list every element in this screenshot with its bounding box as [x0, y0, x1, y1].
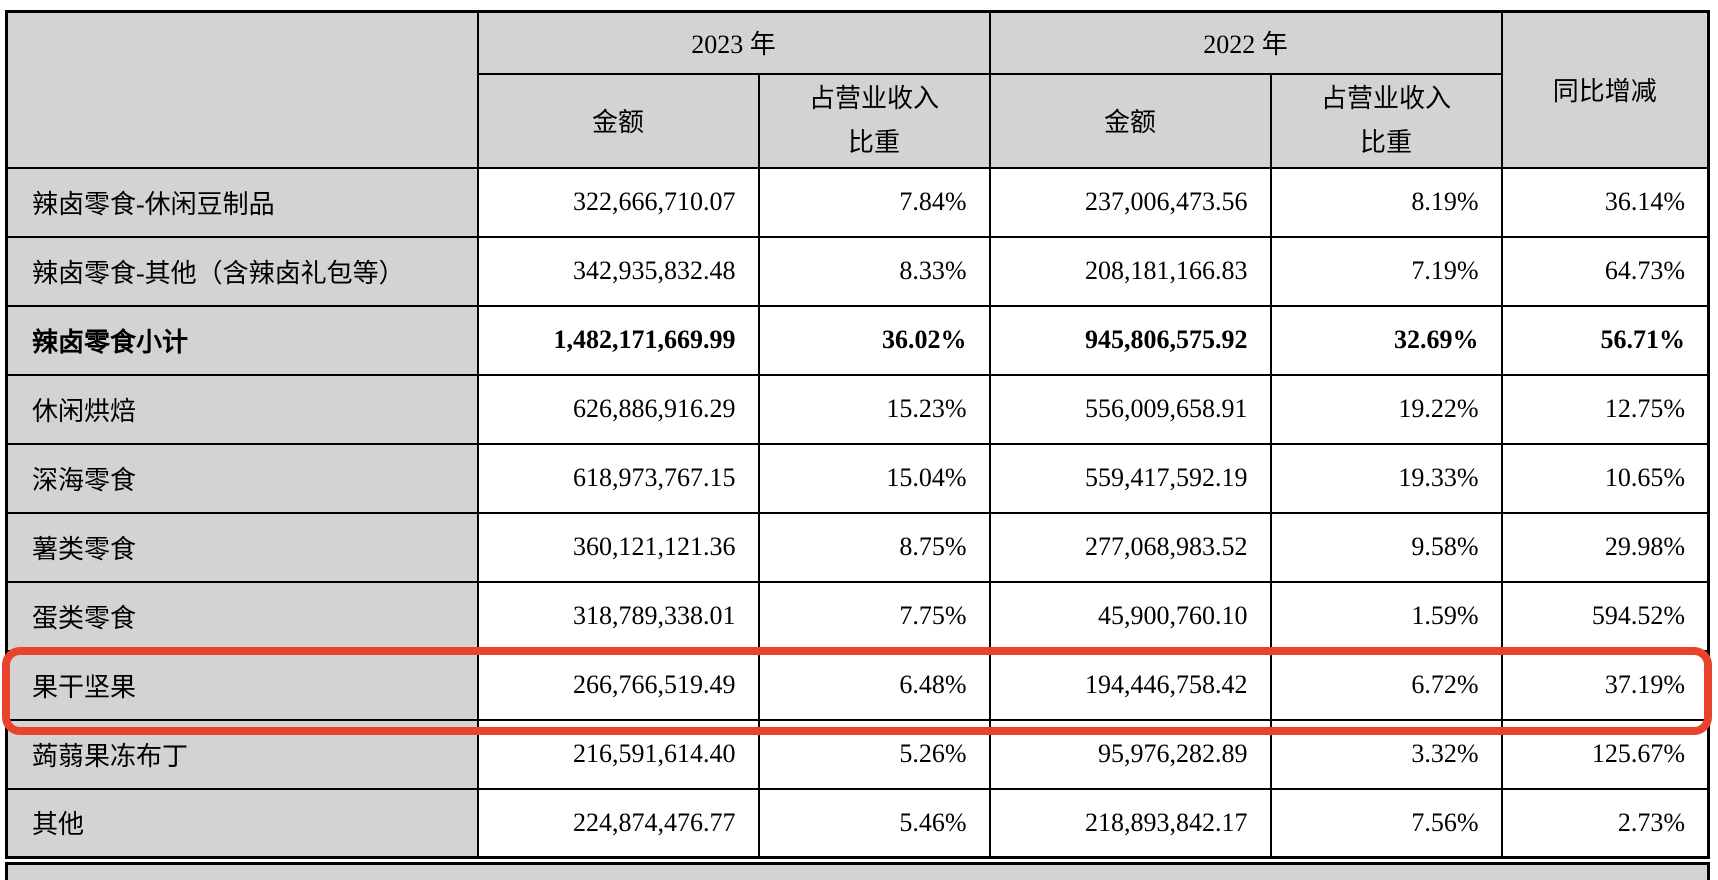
- amount-2022-cell: 237,006,473.56: [988, 166, 1272, 238]
- yoy-cell: 10.65%: [1500, 442, 1710, 514]
- amount-2023-header: 金额: [476, 72, 760, 169]
- row-label: 辣卤零食-其他（含辣卤礼包等）: [5, 235, 479, 307]
- amount-2023-cell: 322,666,710.07: [476, 166, 760, 238]
- row-label: 辣卤零食小计: [5, 304, 479, 376]
- revenue-table: 2023 年 2022 年 同比增减 金额 占营业收入 比重 金额 占营业收入 …: [5, 10, 1711, 859]
- table-row: 蒟蒻果冻布丁 216,591,614.40 5.26% 95,976,282.8…: [5, 718, 1710, 790]
- row-label: 其他: [5, 787, 479, 859]
- ratio-2022-cell: 7.56%: [1269, 787, 1503, 859]
- ratio-2023-cell: 7.75%: [757, 580, 991, 652]
- table-row: 辣卤零食-休闲豆制品 322,666,710.07 7.84% 237,006,…: [5, 166, 1710, 238]
- ratio-2022-cell: 6.72%: [1269, 649, 1503, 721]
- yoy-cell: 64.73%: [1500, 235, 1710, 307]
- amount-2023-cell: 318,789,338.01: [476, 580, 760, 652]
- yoy-header: 同比增减: [1500, 10, 1710, 169]
- amount-2023-cell: 224,874,476.77: [476, 787, 760, 859]
- year-2023-header: 2023 年: [476, 10, 991, 75]
- ratio-2023-cell: 15.04%: [757, 442, 991, 514]
- amount-2023-cell: 342,935,832.48: [476, 235, 760, 307]
- amount-2023-cell: 266,766,519.49: [476, 649, 760, 721]
- ratio-2023-cell: 8.33%: [757, 235, 991, 307]
- amount-2022-cell: 45,900,760.10: [988, 580, 1272, 652]
- table-row: 薯类零食 360,121,121.36 8.75% 277,068,983.52…: [5, 511, 1710, 583]
- ratio-2023-line1: 占营业收入: [809, 83, 940, 113]
- row-label: 果干坚果: [5, 649, 479, 721]
- ratio-2022-cell: 8.19%: [1269, 166, 1503, 238]
- amount-2023-cell: 216,591,614.40: [476, 718, 760, 790]
- revenue-breakdown-table: 2023 年 2022 年 同比增减 金额 占营业收入 比重 金额 占营业收入 …: [5, 10, 1711, 859]
- header-row-metrics: 金额 占营业收入 比重 金额 占营业收入 比重: [7, 72, 1709, 169]
- yoy-cell: 2.73%: [1500, 787, 1710, 859]
- ratio-2023-cell: 5.46%: [757, 787, 991, 859]
- amount-2023-cell: 1,482,171,669.99: [476, 304, 760, 376]
- ratio-2022-cell: 32.69%: [1269, 304, 1503, 376]
- ratio-2023-cell: 8.75%: [757, 511, 991, 583]
- ratio-2023-cell: 36.02%: [757, 304, 991, 376]
- table-row: 休闲烘焙 626,886,916.29 15.23% 556,009,658.9…: [5, 373, 1710, 445]
- table-row: 蛋类零食 318,789,338.01 7.75% 45,900,760.10 …: [5, 580, 1710, 652]
- row-label: 休闲烘焙: [5, 373, 479, 445]
- table-row: 深海零食 618,973,767.15 15.04% 559,417,592.1…: [5, 442, 1710, 514]
- ratio-2022-cell: 3.32%: [1269, 718, 1503, 790]
- amount-2022-cell: 277,068,983.52: [988, 511, 1272, 583]
- ratio-2022-line1: 占营业收入: [1321, 83, 1452, 113]
- ratio-2023-line2: 比重: [848, 127, 901, 157]
- category-column-header: [5, 10, 479, 169]
- yoy-cell: 29.98%: [1500, 511, 1710, 583]
- amount-2022-cell: 95,976,282.89: [988, 718, 1272, 790]
- table-row: 其他 224,874,476.77 5.46% 218,893,842.17 7…: [5, 787, 1710, 859]
- amount-2022-cell: 945,806,575.92: [988, 304, 1272, 376]
- ratio-2022-cell: 19.33%: [1269, 442, 1503, 514]
- table-row-highlighted: 果干坚果 266,766,519.49 6.48% 194,446,758.42…: [5, 649, 1710, 721]
- ratio-2022-cell: 7.19%: [1269, 235, 1503, 307]
- amount-2023-cell: 626,886,916.29: [476, 373, 760, 445]
- row-label: 蛋类零食: [5, 580, 479, 652]
- table-row: 辣卤零食-其他（含辣卤礼包等） 342,935,832.48 8.33% 208…: [5, 235, 1710, 307]
- yoy-cell: 56.71%: [1500, 304, 1710, 376]
- yoy-cell: 12.75%: [1500, 373, 1710, 445]
- ratio-2023-cell: 15.23%: [757, 373, 991, 445]
- amount-2022-header: 金额: [988, 72, 1272, 169]
- amount-2023-cell: 360,121,121.36: [476, 511, 760, 583]
- ratio-2022-header: 占营业收入 比重: [1269, 72, 1503, 169]
- header-row-years: 2023 年 2022 年 同比增减: [5, 10, 1710, 169]
- yoy-cell: 36.14%: [1500, 166, 1710, 238]
- amount-2022-cell: 218,893,842.17: [988, 787, 1272, 859]
- table-row-subtotal: 辣卤零食小计 1,482,171,669.99 36.02% 945,806,5…: [5, 304, 1710, 376]
- row-label: 深海零食: [5, 442, 479, 514]
- ratio-2023-cell: 6.48%: [757, 649, 991, 721]
- amount-2022-cell: 556,009,658.91: [988, 373, 1272, 445]
- next-row-partial: [5, 862, 1710, 880]
- ratio-2022-line2: 比重: [1360, 127, 1413, 157]
- ratio-2022-cell: 9.58%: [1269, 511, 1503, 583]
- yoy-cell: 125.67%: [1500, 718, 1710, 790]
- ratio-2023-cell: 5.26%: [757, 718, 991, 790]
- amount-2022-cell: 208,181,166.83: [988, 235, 1272, 307]
- ratio-2023-header: 占营业收入 比重: [757, 72, 991, 169]
- row-label: 辣卤零食-休闲豆制品: [5, 166, 479, 238]
- yoy-cell: 37.19%: [1500, 649, 1710, 721]
- yoy-cell: 594.52%: [1500, 580, 1710, 652]
- amount-2022-cell: 194,446,758.42: [988, 649, 1272, 721]
- ratio-2022-cell: 1.59%: [1269, 580, 1503, 652]
- amount-2022-cell: 559,417,592.19: [988, 442, 1272, 514]
- ratio-2023-cell: 7.84%: [757, 166, 991, 238]
- ratio-2022-cell: 19.22%: [1269, 373, 1503, 445]
- year-2022-header: 2022 年: [988, 10, 1503, 75]
- amount-2023-cell: 618,973,767.15: [476, 442, 760, 514]
- row-label: 薯类零食: [5, 511, 479, 583]
- row-label: 蒟蒻果冻布丁: [5, 718, 479, 790]
